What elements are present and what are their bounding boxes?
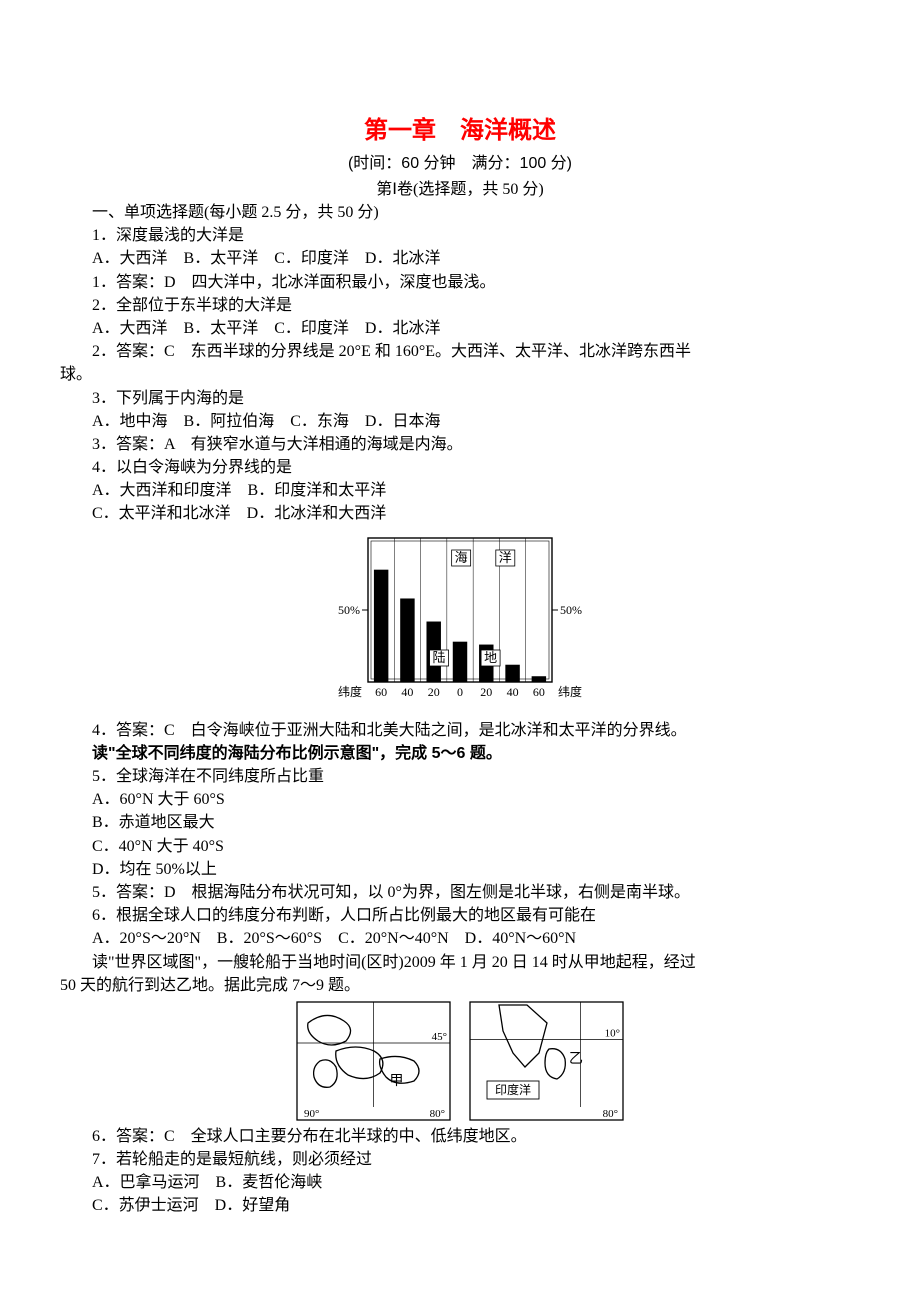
svg-text:20: 20 xyxy=(480,685,492,699)
q2-answer-line1: 2．答案：C 东西半球的分界线是 20°E 和 160°E。大西洋、太平洋、北冰… xyxy=(60,340,860,363)
svg-text:45°: 45° xyxy=(432,1031,447,1043)
q6-answer: 6．答案：C 全球人口主要分布在北半球的中、低纬度地区。 xyxy=(60,1125,860,1148)
q4-options-line2: C．太平洋和北冰洋 D．北冰洋和大西洋 xyxy=(60,502,860,525)
world-region-maps: 45° 甲 90° 80° 10° 乙印度洋 80° xyxy=(60,1001,860,1121)
q5-opt-a: A．60°N 大于 60°S xyxy=(60,788,860,811)
q5-opt-b: B．赤道地区最大 xyxy=(60,811,860,834)
q1-answer: 1．答案：D 四大洋中，北冰洋面积最小，深度也最浅。 xyxy=(60,271,860,294)
q4-stem: 4．以白令海峡为分界线的是 xyxy=(60,456,860,479)
q2-answer-line2: 球。 xyxy=(60,363,860,386)
q6-stem: 6．根据全球人口的纬度分布判断，人口所占比例最大的地区最有可能在 xyxy=(60,904,860,927)
svg-text:0: 0 xyxy=(457,685,463,699)
q3-answer: 3．答案：A 有狭窄水道与大洋相通的海域是内海。 xyxy=(60,433,860,456)
svg-text:60: 60 xyxy=(533,685,545,699)
section-heading: 一、单项选择题(每小题 2.5 分，共 50 分) xyxy=(60,201,860,224)
chapter-title: 第一章 海洋概述 xyxy=(60,110,860,145)
q7-options-line1: A．巴拿马运河 B．麦哲伦海峡 xyxy=(60,1171,860,1194)
svg-text:陆: 陆 xyxy=(433,650,446,665)
q3-stem: 3．下列属于内海的是 xyxy=(60,387,860,410)
svg-text:20: 20 xyxy=(428,685,440,699)
q4-options-line1: A．大西洋和印度洋 B．印度洋和太平洋 xyxy=(60,479,860,502)
q5-stem: 5．全球海洋在不同纬度所占比重 xyxy=(60,765,860,788)
svg-text:乙: 乙 xyxy=(569,1051,583,1067)
q5-opt-c: C．40°N 大于 40°S xyxy=(60,835,860,858)
svg-text:50%: 50% xyxy=(338,603,360,617)
map-right: 10° 乙印度洋 80° xyxy=(469,1001,624,1121)
passage-5-6: 读"全球不同纬度的海陆分布比例示意图"，完成 5～6 题。 xyxy=(60,742,860,765)
svg-text:80°: 80° xyxy=(603,1108,618,1120)
svg-text:50%: 50% xyxy=(560,603,582,617)
q6-options: A．20°S～20°N B．20°S～60°S C．20°N～40°N D．40… xyxy=(60,927,860,950)
q7-options-line2: C．苏伊士运河 D．好望角 xyxy=(60,1194,860,1217)
land-sea-chart: 50% 50% 60 40 20 0 20 40 60 海 洋陆 地纬度 纬度 xyxy=(60,530,860,715)
svg-text:40: 40 xyxy=(401,685,413,699)
q7-stem: 7．若轮船走的是最短航线，则必须经过 xyxy=(60,1148,860,1171)
q4-answer: 4．答案：C 白令海峡位于亚洲大陆和北美大陆之间，是北冰洋和太平洋的分界线。 xyxy=(60,719,860,742)
svg-text:印度洋: 印度洋 xyxy=(495,1082,531,1097)
q1-options: A．大西洋 B．太平洋 C．印度洋 D．北冰洋 xyxy=(60,247,860,270)
passage-7-9-line2: 50 天的航行到达乙地。据此完成 7～9 题。 xyxy=(60,974,860,997)
part-label: 第Ⅰ卷(选择题，共 50 分) xyxy=(60,175,860,199)
q2-stem: 2．全部位于东半球的大洋是 xyxy=(60,294,860,317)
q1-stem: 1．深度最浅的大洋是 xyxy=(60,224,860,247)
map-left: 45° 甲 90° 80° xyxy=(296,1001,451,1121)
time-score-line: (时间：60 分钟 满分：100 分) xyxy=(60,149,860,173)
svg-text:海: 海 xyxy=(455,550,468,565)
q5-opt-d: D．均在 50%以上 xyxy=(60,858,860,881)
svg-text:纬度: 纬度 xyxy=(338,684,362,699)
svg-text:60: 60 xyxy=(375,685,387,699)
svg-text:地: 地 xyxy=(484,650,497,665)
svg-text:纬度: 纬度 xyxy=(558,684,582,699)
passage-7-9-line1: 读"世界区域图"，一艘轮船于当地时间(区时)2009 年 1 月 20 日 14… xyxy=(60,951,860,974)
svg-text:洋: 洋 xyxy=(499,550,512,565)
svg-text:10°: 10° xyxy=(605,1027,620,1039)
q3-options: A．地中海 B．阿拉伯海 C．东海 D．日本海 xyxy=(60,410,860,433)
svg-text:80°: 80° xyxy=(430,1108,445,1120)
svg-text:甲: 甲 xyxy=(390,1074,404,1089)
q2-options: A．大西洋 B．太平洋 C．印度洋 D．北冰洋 xyxy=(60,317,860,340)
q5-answer: 5．答案：D 根据海陆分布状况可知，以 0°为界，图左侧是北半球，右侧是南半球。 xyxy=(60,881,860,904)
svg-text:40: 40 xyxy=(507,685,519,699)
svg-text:90°: 90° xyxy=(304,1108,319,1120)
